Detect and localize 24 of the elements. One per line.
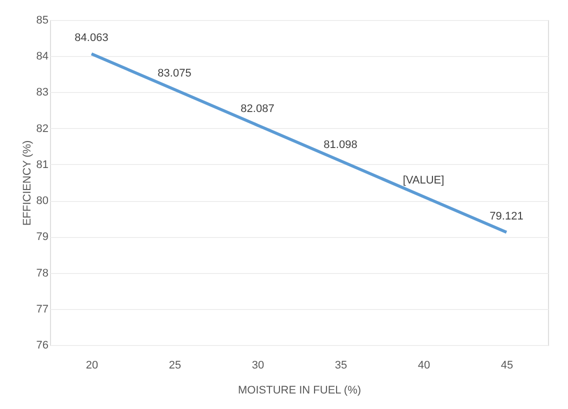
y-tick-label: 85: [36, 14, 48, 26]
y-tick-label: 84: [36, 50, 48, 63]
y-tick-label: 80: [36, 195, 48, 208]
y-tick-label: 82: [36, 122, 48, 135]
y-tick-label: 76: [36, 340, 48, 352]
x-tick-label: 40: [418, 360, 430, 372]
y-axis-title: EFFICIENCY (%): [21, 140, 34, 226]
x-tick-label: 35: [334, 360, 348, 372]
y-tick-label: 77: [36, 303, 48, 316]
data-label: [VALUE]: [402, 174, 444, 187]
y-tick-label: 78: [36, 267, 48, 280]
x-tick-label: 30: [252, 360, 264, 372]
data-label: 82.087: [240, 103, 274, 116]
data-label: 81.098: [324, 138, 358, 151]
data-label: 83.075: [158, 68, 192, 80]
x-tick-label: 20: [86, 360, 98, 372]
y-tick-label: 81: [36, 158, 48, 171]
x-tick-label: 25: [168, 360, 182, 372]
x-axis-title: MOISTURE IN FUEL (%): [238, 384, 362, 396]
data-label: 79.121: [490, 210, 524, 222]
y-tick-label: 83: [36, 86, 48, 99]
y-tick-label: 79: [36, 231, 48, 244]
x-tick-label: 45: [500, 360, 514, 372]
data-label: 84.063: [74, 32, 108, 44]
